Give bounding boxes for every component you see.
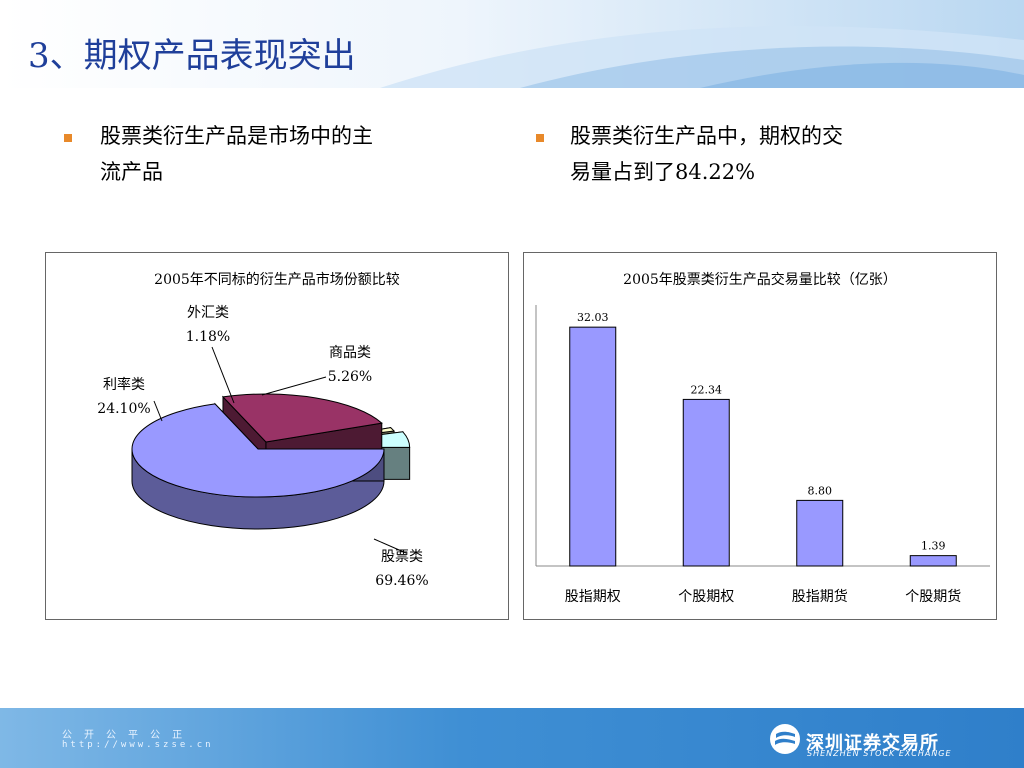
bar-value-label: 8.80 xyxy=(808,484,833,497)
bar xyxy=(569,326,617,567)
pie-chart-panel: 2005年不同标的衍生产品市场份额比较 股票类 69.46% 利率类 24.10% 外汇… xyxy=(45,252,509,620)
footer-url: http://www.szse.cn xyxy=(62,740,214,750)
pie-value-label: 1.18% xyxy=(186,329,230,345)
pie-label: 利率类 xyxy=(103,376,145,393)
pie-value-label: 5.26% xyxy=(328,369,372,385)
bar-chart-panel: 2005年股票类衍生产品交易量比较（亿张） 32.03 股指期权 22.34 个股期权… xyxy=(523,252,997,620)
footer-motto: 公 开 公 平 公 正 xyxy=(62,730,186,741)
bar-value-label: 22.34 xyxy=(691,383,723,396)
bar-value-label: 32.03 xyxy=(577,311,609,324)
pie-chart: 2005年不同标的衍生产品市场份额比较 股票类 69.46% 利率类 24.10% 外汇… xyxy=(97,271,428,589)
pie-leader-line xyxy=(261,376,327,396)
bullet-square-icon xyxy=(536,134,544,142)
pie-slice xyxy=(131,402,385,530)
bullet-text-line: 股票类衍生产品是市场中的主 xyxy=(100,124,373,148)
bullet-text-line: 流产品 xyxy=(100,160,163,184)
exchange-logo-icon xyxy=(770,724,800,754)
bullet-text-line: 股票类衍生产品中，期权的交 xyxy=(570,124,843,148)
pie-chart-title: 2005年不同标的衍生产品市场份额比较 xyxy=(154,271,400,288)
x-tick-label: 个股期权 xyxy=(678,589,734,605)
bar xyxy=(909,555,957,567)
header-decoration xyxy=(0,0,1024,88)
pie-leader-line xyxy=(153,400,163,422)
pie-value-label: 24.10% xyxy=(97,401,150,417)
pie-leader-line xyxy=(211,346,235,404)
x-tick-label: 股指期货 xyxy=(792,588,848,605)
bullet-square-icon xyxy=(64,134,72,142)
pie-label: 商品类 xyxy=(329,345,371,361)
bar-chart: 2005年股票类衍生产品交易量比较（亿张） 32.03 股指期权 22.34 个股期权… xyxy=(535,271,990,605)
x-tick-label: 个股期货 xyxy=(905,588,961,605)
pie-leader-line xyxy=(373,538,407,554)
exchange-name-en: SHENZHEN STOCK EXCHANGE xyxy=(807,749,952,758)
bar xyxy=(796,499,844,567)
exchange-name: 深圳证券交易所 xyxy=(806,733,939,754)
bullet-text-line: 易量占到了84.22% xyxy=(570,160,756,184)
x-tick-label: 股指期权 xyxy=(565,589,621,605)
pie-label: 股票类 xyxy=(381,549,423,565)
footer-bar: 公 开 公 平 公 正 http://www.szse.cn 深圳证券交易所 S… xyxy=(0,708,1024,768)
pie-value-label: 69.46% xyxy=(375,573,428,589)
slide-title: 3、期权产品表现突出 xyxy=(28,36,356,76)
pie-label: 外汇类 xyxy=(187,305,229,321)
bar-value-label: 1.39 xyxy=(921,540,946,553)
bar-chart-title: 2005年股票类衍生产品交易量比较（亿张） xyxy=(623,271,897,288)
bar xyxy=(682,398,730,567)
